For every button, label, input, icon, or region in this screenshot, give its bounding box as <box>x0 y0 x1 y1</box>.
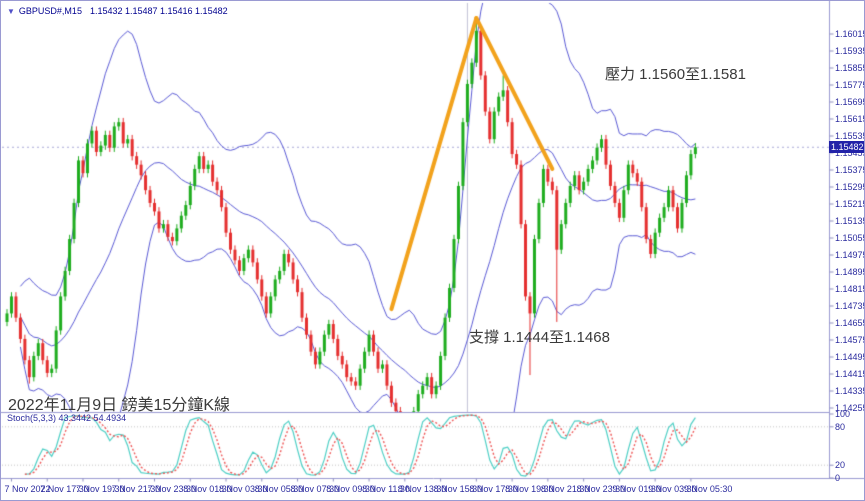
current-price-tag: 1.15482 <box>829 141 864 154</box>
symbol-name: GBPUSD#,M15 <box>18 6 82 16</box>
symbol-dropdown-icon[interactable]: ▼ <box>7 7 15 16</box>
symbol-title: ▼ GBPUSD#,M15 1.15432 1.15487 1.15416 1.15… <box>7 6 228 16</box>
support-annotation: 支撐 1.1444至1.1468 <box>469 329 610 346</box>
symbol-ohlc-values: 1.15432 1.15487 1.15416 1.15482 <box>89 6 228 16</box>
indicator-label: Stoch(5,3,3) 43.3442 54.4934 <box>7 413 127 423</box>
resistance-annotation: 壓力 1.1560至1.1581 <box>605 66 746 83</box>
chart-caption: 2022年11月9日 鎊美15分鐘K線 <box>8 397 231 414</box>
